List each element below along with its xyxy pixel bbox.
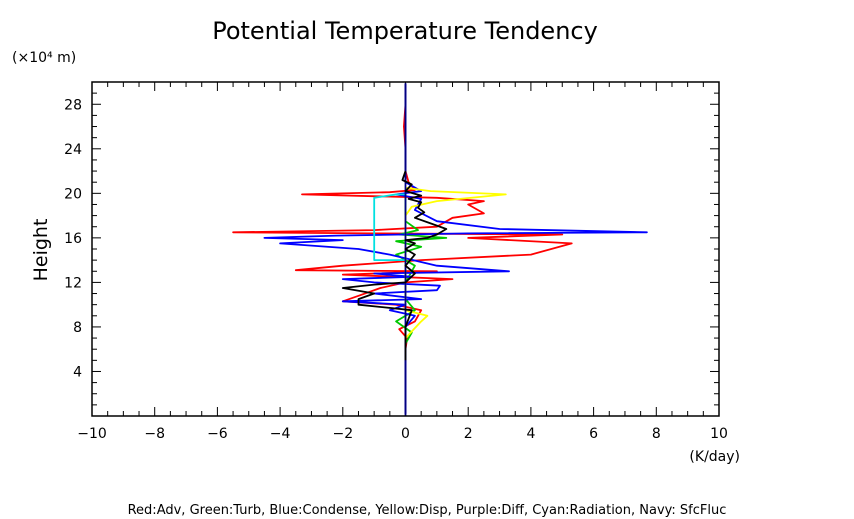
y-axis-label: Height [30, 219, 52, 282]
y-tick-label: 12 [64, 275, 82, 291]
x-tick-label: 0 [401, 426, 410, 442]
y-unit-label: (×10⁴ m) [12, 50, 76, 66]
footer-legend: Red:Adv, Green:Turb, Blue:Condense, Yell… [128, 503, 727, 518]
x-tick-label: −10 [77, 426, 107, 442]
y-tick-label: 28 [64, 97, 82, 113]
x-tick-label: 4 [526, 426, 535, 442]
y-tick-label: 24 [64, 142, 82, 158]
x-tick-label: −4 [270, 426, 291, 442]
x-tick-label: −8 [144, 426, 165, 442]
x-tick-label: 8 [652, 426, 661, 442]
x-tick-label: 2 [464, 426, 473, 442]
x-tick-label: −2 [332, 426, 353, 442]
y-tick-label: 8 [73, 320, 82, 336]
chart-title: Potential Temperature Tendency [212, 17, 598, 45]
series-line-disp [404, 186, 507, 339]
plot-frame [91, 81, 720, 417]
series-line-condense [263, 84, 648, 414]
series-line-adv [232, 84, 573, 414]
y-tick-label: 16 [64, 231, 82, 247]
x-tick-label: 6 [589, 426, 598, 442]
x-axis-label: (K/day) [689, 449, 740, 465]
series-line-radiation [373, 193, 406, 261]
y-tick-label: 4 [73, 364, 82, 380]
series-line-unlabeled [341, 170, 448, 361]
y-tick-label: 20 [64, 186, 82, 202]
series-group [232, 83, 648, 416]
x-tick-label: −6 [207, 426, 228, 442]
x-tick-label: 10 [710, 426, 728, 442]
